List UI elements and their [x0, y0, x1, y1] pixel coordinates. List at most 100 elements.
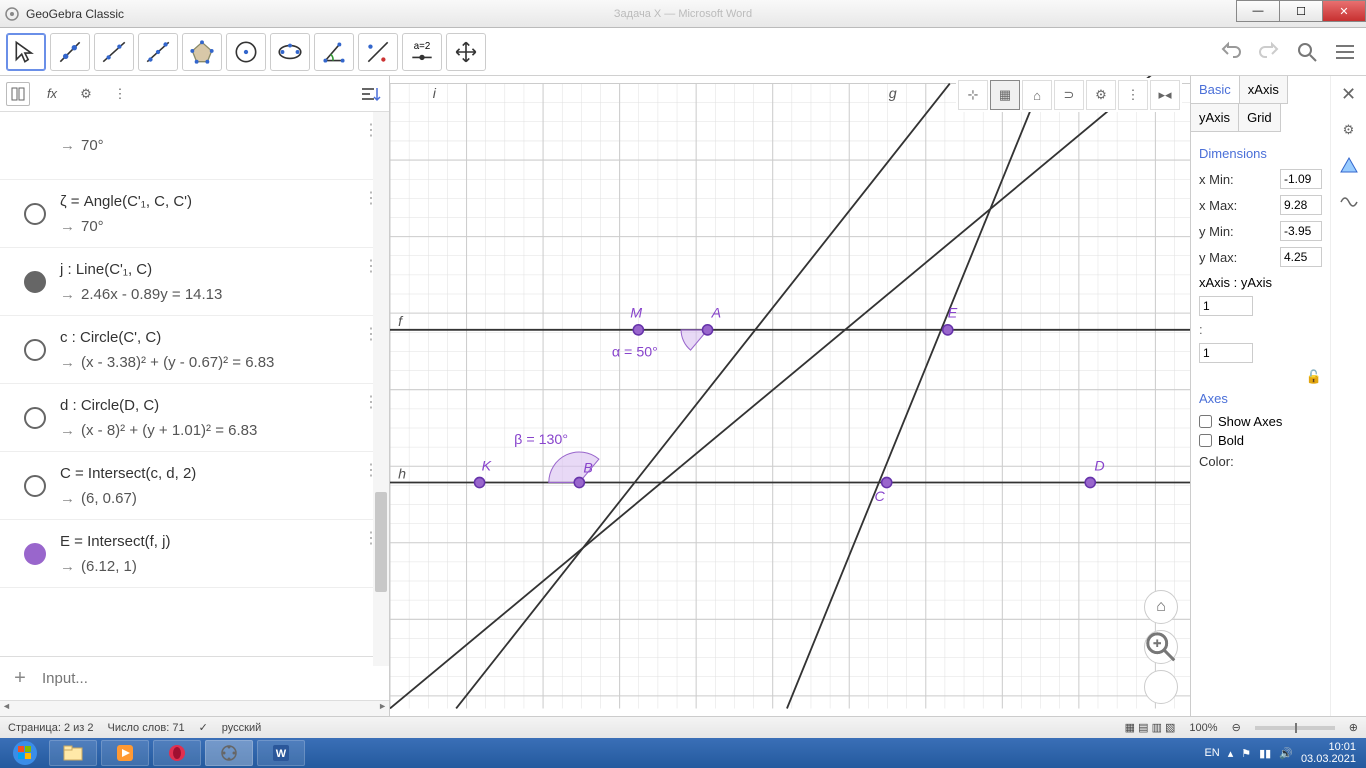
item-value: →70°: [60, 218, 381, 235]
algebra-vscrollbar[interactable]: [373, 112, 389, 666]
algebra-item[interactable]: ⋮→70°: [0, 112, 389, 180]
tool-angle[interactable]: [314, 33, 354, 71]
tool-point[interactable]: [50, 33, 90, 71]
graphics-home-button[interactable]: ⌂: [1022, 80, 1052, 110]
zoom-out-button[interactable]: [1144, 670, 1178, 704]
svg-text:M: M: [630, 306, 642, 322]
close-props-icon[interactable]: ✕: [1337, 82, 1361, 106]
tray-date: 03.03.2021: [1301, 753, 1356, 765]
ymax-label: y Max:: [1199, 250, 1276, 265]
zoom-in-status[interactable]: ⊕: [1349, 721, 1358, 734]
add-input-icon[interactable]: +: [10, 667, 30, 690]
tray-lang[interactable]: EN: [1204, 747, 1219, 759]
graphics-grid-button[interactable]: ▦: [990, 80, 1020, 110]
algebra-item[interactable]: ⋮E = Intersect(f, j)→(6.12, 1): [0, 520, 389, 588]
algebra-item[interactable]: ⋮c : Circle(C', C)→(x - 3.38)² + (y - 0.…: [0, 316, 389, 384]
algebra-input[interactable]: [42, 670, 379, 687]
tool-polygon[interactable]: [182, 33, 222, 71]
algebra-more-icon[interactable]: ⋮: [108, 82, 132, 106]
ratio-y-input[interactable]: [1199, 343, 1253, 363]
algebra-view-toggle[interactable]: [6, 82, 30, 106]
ratio-x-input[interactable]: [1199, 296, 1253, 316]
item-value: →(x - 8)² + (y + 1.01)² = 6.83: [60, 422, 381, 439]
taskbar-geogebra[interactable]: [205, 740, 253, 766]
side-function-icon[interactable]: [1337, 190, 1361, 214]
algebra-item[interactable]: ⋮d : Circle(D, C)→(x - 8)² + (y + 1.01)²…: [0, 384, 389, 452]
tool-circle[interactable]: [226, 33, 266, 71]
svg-text:A: A: [711, 306, 722, 322]
graphics-vdots-button[interactable]: ⋮: [1118, 80, 1148, 110]
taskbar-explorer[interactable]: [49, 740, 97, 766]
xmax-input[interactable]: [1280, 195, 1322, 215]
item-value: →(6, 0.67): [60, 490, 381, 507]
props-tab-yaxis[interactable]: yAxis: [1190, 103, 1239, 132]
graphics-props-toggle-button[interactable]: ▸◂: [1150, 80, 1180, 110]
algebra-item[interactable]: ⋮j : Line(C'₁, C)→2.46x - 0.89y = 14.13: [0, 248, 389, 316]
svg-text:C: C: [874, 489, 885, 505]
svg-text:D: D: [1094, 458, 1104, 474]
redo-button[interactable]: [1254, 37, 1284, 67]
tool-reflect[interactable]: [358, 33, 398, 71]
item-value: →(6.12, 1): [60, 558, 381, 575]
start-button[interactable]: [4, 739, 46, 767]
search-button[interactable]: [1292, 37, 1322, 67]
tool-line[interactable]: [94, 33, 134, 71]
tray-network-icon[interactable]: ▮▮: [1259, 747, 1271, 760]
side-gear-icon[interactable]: ⚙: [1337, 118, 1361, 142]
graphics-view[interactable]: fhigα = 50°β = 130°MAEKBCD ⊹▦⌂⊃⚙⋮▸◂ ⌂: [390, 76, 1190, 716]
algebra-hscrollbar[interactable]: [0, 700, 389, 716]
props-tab-basic[interactable]: Basic: [1190, 76, 1240, 104]
taskbar-media[interactable]: [101, 740, 149, 766]
minimize-button[interactable]: —: [1236, 0, 1280, 22]
xmin-label: x Min:: [1199, 172, 1276, 187]
view-buttons[interactable]: ▦ ▤ ▥ ▧: [1125, 721, 1176, 734]
tool-move[interactable]: [6, 33, 46, 71]
zoom-out-status[interactable]: ⊖: [1232, 721, 1241, 734]
language-status[interactable]: русский: [222, 722, 261, 734]
tool-conic[interactable]: [270, 33, 310, 71]
maximize-button[interactable]: ☐: [1279, 0, 1323, 22]
tray-arrow-icon[interactable]: ▴: [1228, 747, 1234, 760]
svg-text:β = 130°: β = 130°: [514, 432, 568, 448]
svg-text:g: g: [889, 86, 897, 102]
props-tab-grid[interactable]: Grid: [1238, 103, 1281, 132]
tray-flag-icon[interactable]: ⚑: [1241, 747, 1251, 760]
proofing-icon[interactable]: ✓: [199, 721, 208, 734]
graphics-axes-button[interactable]: ⊹: [958, 80, 988, 110]
bold-checkbox[interactable]: [1199, 434, 1212, 447]
graphics-gear-button[interactable]: ⚙: [1086, 80, 1116, 110]
fx-icon[interactable]: fx: [40, 82, 64, 106]
algebra-sort-icon[interactable]: [359, 82, 383, 106]
graphics-snap-button[interactable]: ⊃: [1054, 80, 1084, 110]
item-definition: E = Intersect(f, j): [60, 533, 381, 550]
algebra-item[interactable]: ⋮C = Intersect(c, d, 2)→(6, 0.67): [0, 452, 389, 520]
close-button[interactable]: ✕: [1322, 0, 1366, 22]
bold-label: Bold: [1218, 433, 1244, 448]
window-title: GeoGebra Classic: [26, 7, 124, 21]
item-definition: j : Line(C'₁, C): [60, 261, 381, 278]
ymax-input[interactable]: [1280, 247, 1322, 267]
tool-segment[interactable]: [138, 33, 178, 71]
tray-volume-icon[interactable]: 🔊: [1279, 747, 1293, 760]
algebra-item[interactable]: ⋮ζ = Angle(C'₁, C, C')→70°: [0, 180, 389, 248]
taskbar-opera[interactable]: [153, 740, 201, 766]
page-status: Страница: 2 из 2: [8, 722, 94, 734]
ymin-input[interactable]: [1280, 221, 1322, 241]
taskbar-word[interactable]: W: [257, 740, 305, 766]
props-tab-xaxis[interactable]: xAxis: [1239, 76, 1288, 104]
xmin-input[interactable]: [1280, 169, 1322, 189]
color-label: Color:: [1199, 454, 1322, 469]
tool-slider[interactable]: a=2: [402, 33, 442, 71]
item-value: →70°: [60, 137, 381, 154]
item-definition: d : Circle(D, C): [60, 397, 381, 414]
tool-toolbar: a=2: [0, 28, 1366, 76]
svg-text:K: K: [482, 458, 493, 474]
side-shape-icon[interactable]: [1337, 154, 1361, 178]
tool-move-view[interactable]: [446, 33, 486, 71]
show-axes-checkbox[interactable]: [1199, 415, 1212, 428]
ymin-label: y Min:: [1199, 224, 1276, 239]
axes-header: Axes: [1199, 391, 1322, 406]
hamburger-menu-button[interactable]: [1330, 37, 1360, 67]
algebra-settings-icon[interactable]: ⚙: [74, 82, 98, 106]
undo-button[interactable]: [1216, 37, 1246, 67]
